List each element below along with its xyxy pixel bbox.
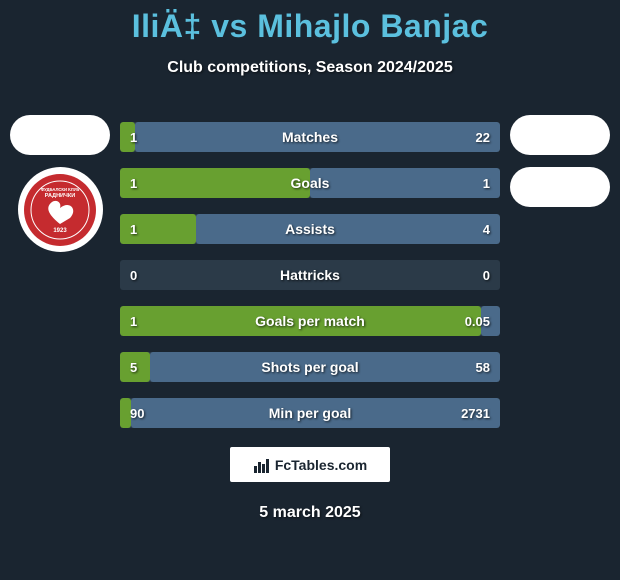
stat-label: Goals	[120, 175, 500, 191]
stat-label: Matches	[120, 129, 500, 145]
player-avatar-placeholder	[10, 115, 110, 155]
club-badge-icon: ФУДБАЛСКИ КЛУБ РАДНИЧКИ 1923	[30, 180, 90, 240]
stat-label: Goals per match	[120, 313, 500, 329]
chart-bars-icon	[253, 456, 271, 474]
svg-text:РАДНИЧКИ: РАДНИЧКИ	[45, 193, 75, 199]
svg-text:1923: 1923	[53, 228, 67, 234]
right-player-column	[500, 115, 620, 219]
stat-label: Hattricks	[120, 267, 500, 283]
stat-row: 122Matches	[120, 122, 500, 152]
subtitle: Club competitions, Season 2024/2025	[0, 59, 620, 77]
stat-label: Assists	[120, 221, 500, 237]
svg-text:ФУДБАЛСКИ КЛУБ: ФУДБАЛСКИ КЛУБ	[41, 187, 80, 192]
stat-row: 902731Min per goal	[120, 398, 500, 428]
stat-row: 11Goals	[120, 168, 500, 198]
club-avatar-placeholder	[510, 167, 610, 207]
footer-date: 5 march 2025	[0, 504, 620, 522]
stat-row: 14Assists	[120, 214, 500, 244]
club-badge-inner: ФУДБАЛСКИ КЛУБ РАДНИЧКИ 1923	[24, 174, 96, 246]
footer-logo-text: FcTables.com	[275, 457, 367, 473]
stats-container: 122Matches 11Goals 14Assists 00Hattricks 10.…	[120, 122, 500, 444]
stat-row: 10.05Goals per match	[120, 306, 500, 336]
left-player-column: ФУДБАЛСКИ КЛУБ РАДНИЧКИ 1923	[0, 115, 120, 252]
player-avatar-placeholder	[510, 115, 610, 155]
stat-label: Min per goal	[120, 405, 500, 421]
club-badge: ФУДБАЛСКИ КЛУБ РАДНИЧКИ 1923	[18, 167, 103, 252]
footer-logo[interactable]: FcTables.com	[230, 447, 390, 482]
page-title: IliÄ‡ vs Mihajlo Banjac	[0, 0, 620, 45]
stat-row: 00Hattricks	[120, 260, 500, 290]
stat-label: Shots per goal	[120, 359, 500, 375]
stat-row: 558Shots per goal	[120, 352, 500, 382]
